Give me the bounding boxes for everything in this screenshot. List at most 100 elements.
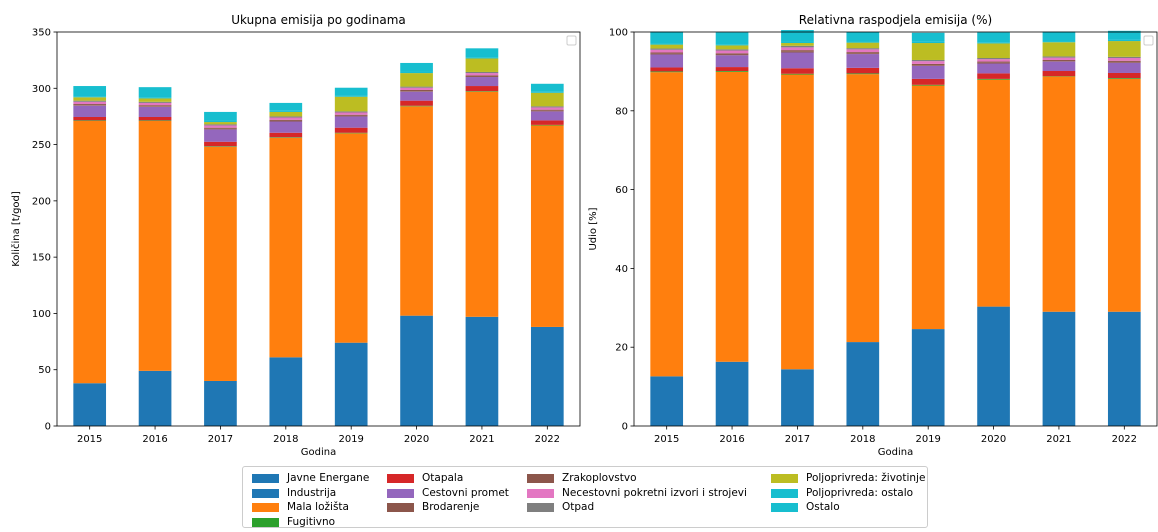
x-tick-label: 2022 [535, 434, 560, 445]
bar-segment [465, 91, 499, 317]
bar-segment [138, 116, 172, 121]
bar-segment [334, 133, 368, 343]
legend-item: Industrija [252, 486, 336, 500]
bar-segment [715, 45, 749, 50]
y-tick-label: 350 [32, 28, 51, 39]
bar-segment [715, 361, 749, 426]
bar-segment [530, 326, 564, 426]
x-tick-label: 2015 [77, 434, 102, 445]
bar-segment [1107, 41, 1141, 57]
y-tick-label: 80 [615, 106, 628, 117]
legend-label: Brodarenje [422, 501, 480, 513]
x-tick-label: 2020 [981, 434, 1006, 445]
plot-frame [633, 31, 1158, 427]
bar-segment [715, 32, 749, 45]
bar-segment [73, 97, 107, 101]
bar-segment [334, 127, 368, 133]
bar-segment [269, 102, 303, 111]
bar-segment [781, 74, 814, 370]
legend-label: Poljoprivreda: ostalo [806, 487, 914, 499]
x-tick-label: 2018 [850, 434, 875, 445]
bar-segment [530, 109, 564, 111]
bar-segment [73, 100, 107, 102]
chart-title: Relativna raspodjela emisija (%) [799, 13, 992, 27]
bar-segment [1042, 59, 1076, 62]
bar-segment [204, 146, 237, 147]
bar-segment [715, 54, 749, 56]
bar-segment [530, 106, 564, 108]
bar-segment [650, 52, 684, 54]
bar-segment [530, 111, 564, 121]
bar-segment [781, 43, 814, 46]
bar-segment [911, 41, 945, 44]
chart-title: Ukupna emisija po godinama [231, 13, 406, 27]
legend-label: Cestovni promet [422, 487, 509, 499]
bar-segment [400, 71, 433, 74]
bar-segment [977, 32, 1010, 43]
legend-item: Otapala [387, 471, 463, 485]
bar-segment [400, 105, 433, 107]
bar-segment [269, 132, 303, 138]
bar-segment [650, 31, 684, 44]
bar-segment [138, 97, 172, 99]
legend-swatch [527, 488, 554, 498]
bar-segment [781, 52, 814, 69]
y-axis-label: Količina [t/god] [10, 191, 22, 267]
bar-segment [650, 43, 684, 45]
bar-segment [334, 95, 368, 97]
y-tick-label: 250 [32, 140, 51, 151]
bar-segment [269, 120, 303, 122]
bar-segment [204, 141, 237, 147]
legend-swatch [252, 502, 279, 512]
bar-segment [650, 67, 684, 72]
bar-segment [530, 91, 564, 93]
bar-segment [138, 101, 172, 103]
bar-segment [465, 76, 499, 78]
legend-swatch [387, 488, 414, 498]
bar-segment [204, 124, 237, 126]
bar-segment [977, 306, 1010, 426]
bar-segment [465, 91, 499, 92]
bar-segment [138, 98, 172, 102]
bar-segment [650, 71, 684, 73]
bar-segment [1107, 58, 1141, 61]
y-tick-label: 20 [615, 343, 628, 354]
bar-segment [400, 73, 433, 87]
bar-segment [73, 116, 107, 121]
bar-segment [400, 62, 433, 72]
bar-segment [977, 78, 1010, 80]
bar-segment [650, 376, 684, 426]
bar-segment [977, 63, 1010, 74]
bar-segment [73, 120, 107, 384]
legend-swatch [771, 502, 798, 512]
bar-segment [334, 87, 368, 96]
legend-label: Otpad [562, 501, 595, 513]
bar-segment [911, 61, 945, 64]
bar-segment [715, 71, 749, 362]
chart-total-emissions: 0 50 100 150 200 250 300 350 2015 2016 2017 2018 201… [10, 13, 581, 458]
bar-segment [530, 92, 564, 107]
bar-segment [846, 48, 880, 50]
bar-segment [1107, 72, 1141, 79]
bar-segment [846, 49, 880, 53]
bar-segment [334, 132, 368, 134]
bar-segment [530, 107, 564, 110]
bar-segment [530, 125, 564, 327]
legend-swatch [527, 473, 554, 483]
bar-segment [1042, 56, 1076, 58]
bar-segment [400, 315, 433, 426]
bar-segment [911, 59, 945, 62]
legend-item: Fugitivno [252, 515, 335, 529]
bar-segment [781, 51, 814, 53]
bar-segment [650, 49, 684, 53]
bar-segment [715, 71, 749, 72]
bar-segment [977, 43, 1010, 59]
bar-segment [846, 54, 880, 68]
bar-segment [73, 105, 107, 117]
bar-segment [911, 65, 945, 66]
chart-relative-distribution: 0 20 40 60 80 100 2015 2016 2017 2018 2019 2020 2021… [588, 13, 1158, 458]
x-tick-label: 2019 [338, 434, 363, 445]
bar-segment [1107, 39, 1141, 42]
bar-segment [465, 57, 499, 59]
